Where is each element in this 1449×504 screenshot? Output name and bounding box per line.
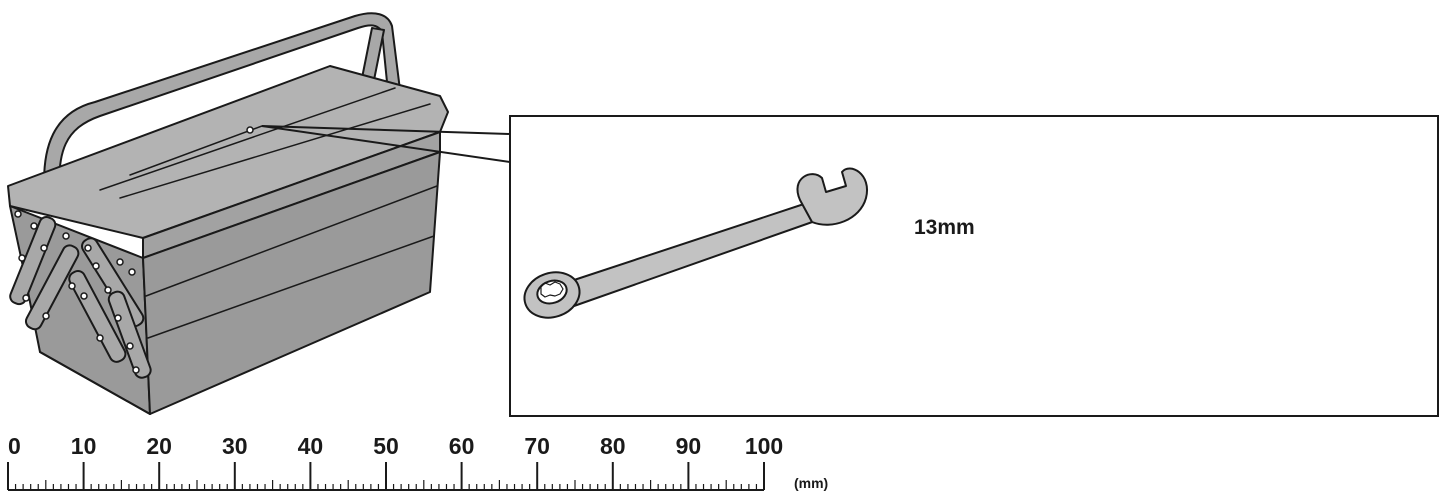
toolbox-lid [7, 65, 449, 239]
ruler-tick-label: 0 [8, 433, 21, 459]
ruler-tick-label: 10 [71, 433, 97, 459]
ruler-tick-label: 30 [222, 433, 248, 459]
callout-leader [261, 125, 511, 163]
ruler-tick-label: 60 [449, 433, 475, 459]
ruler-tick-labels: 0 10 20 30 40 50 60 70 80 90 100 [8, 433, 783, 459]
ruler-tick-label: 40 [298, 433, 324, 459]
wrench-open-end [796, 167, 869, 226]
wrench-icon [523, 167, 869, 319]
toolbox-cantilever-arms [9, 216, 152, 379]
ruler-tick-label: 70 [524, 433, 550, 459]
ruler-tick-label: 100 [745, 433, 783, 459]
measurement-ruler: 0 10 20 30 40 50 60 70 80 90 100 (mm) [7, 433, 828, 491]
ruler-tick-label: 50 [373, 433, 399, 459]
toolbox-rivets [14, 126, 254, 374]
toolbox-icon [7, 12, 449, 415]
ruler-unit-label: (mm) [794, 475, 828, 491]
ruler-tick-label: 20 [146, 433, 172, 459]
ruler-ticks [7, 462, 765, 490]
ruler-tick-label: 90 [676, 433, 702, 459]
wrench-size-label: 13mm [914, 216, 975, 239]
ruler-tick-label: 80 [600, 433, 626, 459]
